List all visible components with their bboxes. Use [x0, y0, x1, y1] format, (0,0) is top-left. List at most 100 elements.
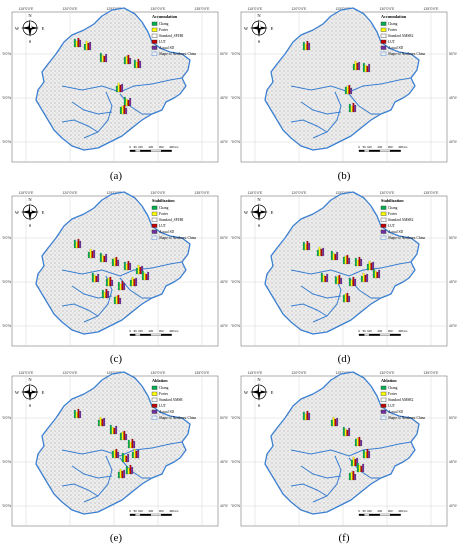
station-bar-group [342, 426, 351, 437]
latitude-label-left: 45°0'0"N [2, 460, 12, 464]
legend-swatch [151, 403, 158, 408]
station-bar [304, 43, 307, 51]
scale-unit: km [404, 509, 408, 513]
legend-swatch [380, 415, 387, 420]
scale-label: 100 [138, 329, 143, 333]
station-bar-group [330, 250, 339, 261]
latitude-label-right: 45°0'0"N [220, 460, 228, 464]
scale-label: 0 [358, 145, 360, 149]
compass-letter-w: W [244, 210, 249, 215]
station-bar [368, 260, 371, 271]
station-bar [354, 60, 357, 71]
province-boundary [61, 119, 99, 133]
station-bar [95, 275, 98, 283]
compass-letter-n: N [257, 377, 261, 382]
station-bar [352, 276, 355, 287]
station-bar [115, 448, 118, 459]
compass-letter-n: N [257, 13, 261, 18]
station-bar [123, 261, 126, 271]
station-bar [302, 241, 305, 251]
station-bar [117, 294, 120, 305]
province-boundary [71, 465, 113, 479]
legend-swatch [380, 217, 387, 222]
station-bar-group [348, 102, 357, 113]
station-bar [358, 464, 361, 473]
station-bar [370, 262, 373, 271]
legend-swatch [151, 21, 158, 26]
station-bar [121, 83, 124, 93]
province-boundary [83, 455, 113, 503]
scale-label: 200 [148, 509, 153, 513]
station-bar [117, 281, 120, 291]
station-bar-group [117, 468, 126, 479]
station-bar [354, 257, 357, 267]
station-bar [73, 409, 76, 419]
legend-label: LUT [159, 40, 167, 44]
latitude-label-left: 50°0'0"N [231, 416, 241, 420]
station-bar-group [129, 276, 138, 287]
longitude-label: 115°0'0"E [248, 191, 263, 195]
scale-label: 100 [367, 329, 372, 333]
longitude-label: 135°0'0"E [195, 371, 211, 375]
station-bar [364, 274, 367, 283]
station-bar [322, 274, 325, 283]
legend-label: Fortes [388, 28, 398, 32]
station-bar [133, 278, 136, 287]
province-boundary [290, 441, 412, 457]
legend-label: LUT [159, 404, 167, 408]
station-bar [113, 449, 116, 459]
legend-label: LUT [388, 40, 396, 44]
province-boundary [300, 101, 342, 115]
legend-title: Ablation [152, 378, 168, 383]
map-svg-c: 115°0'0"E 120°0'0"E 125°0'0"E 130°0'0"E 135°… [2, 191, 228, 347]
compass-letter-e: E [271, 210, 274, 215]
scale-label: 400 [398, 145, 403, 149]
province-boundary [71, 101, 113, 115]
latitude-label-left: 40°0'0"N [2, 140, 12, 144]
scale-label: 50 [363, 329, 367, 333]
station-bar [79, 39, 82, 48]
station-bar [346, 85, 349, 95]
station-bar [119, 468, 122, 479]
station-bar [125, 433, 128, 441]
station-bar [115, 85, 118, 93]
station-bar [346, 429, 349, 437]
station-bar [123, 282, 126, 291]
station-bar [137, 264, 140, 275]
compass-letter-e: E [42, 390, 45, 395]
station-bar-group [125, 464, 134, 475]
legend-swatch [151, 409, 158, 414]
station-bar [121, 431, 124, 441]
compass-letter-w: W [244, 390, 249, 395]
station-bar [103, 291, 106, 299]
station-bar [127, 260, 130, 271]
station-bar [89, 248, 92, 259]
station-bar [358, 436, 361, 447]
station-bar [119, 106, 122, 115]
longitude-label: 130°0'0"E [380, 7, 396, 11]
legend-label: Standard AMSR [159, 398, 183, 402]
station-bar [91, 272, 94, 283]
station-bar [91, 250, 94, 259]
scale-label: 50 [134, 145, 138, 149]
station-bar [75, 241, 78, 249]
scale-bar: 0 50 100 200 300 400 km [358, 509, 408, 516]
station-bar-group [87, 248, 96, 259]
station-bar [115, 425, 118, 435]
station-bar [93, 249, 96, 259]
station-bar [334, 276, 337, 285]
station-bar [107, 277, 110, 287]
station-bar-group [101, 288, 110, 299]
station-bar [123, 454, 126, 463]
legend-label: Shape of Northeast China [388, 52, 425, 56]
legend-swatch [380, 409, 387, 414]
station-bar [352, 63, 355, 71]
station-bar [358, 61, 361, 71]
station-bar [350, 87, 353, 95]
station-bar [119, 432, 122, 441]
scale-label: 200 [148, 329, 153, 333]
station-bar [362, 272, 365, 283]
station-bar [105, 278, 108, 287]
station-bar [117, 451, 120, 459]
